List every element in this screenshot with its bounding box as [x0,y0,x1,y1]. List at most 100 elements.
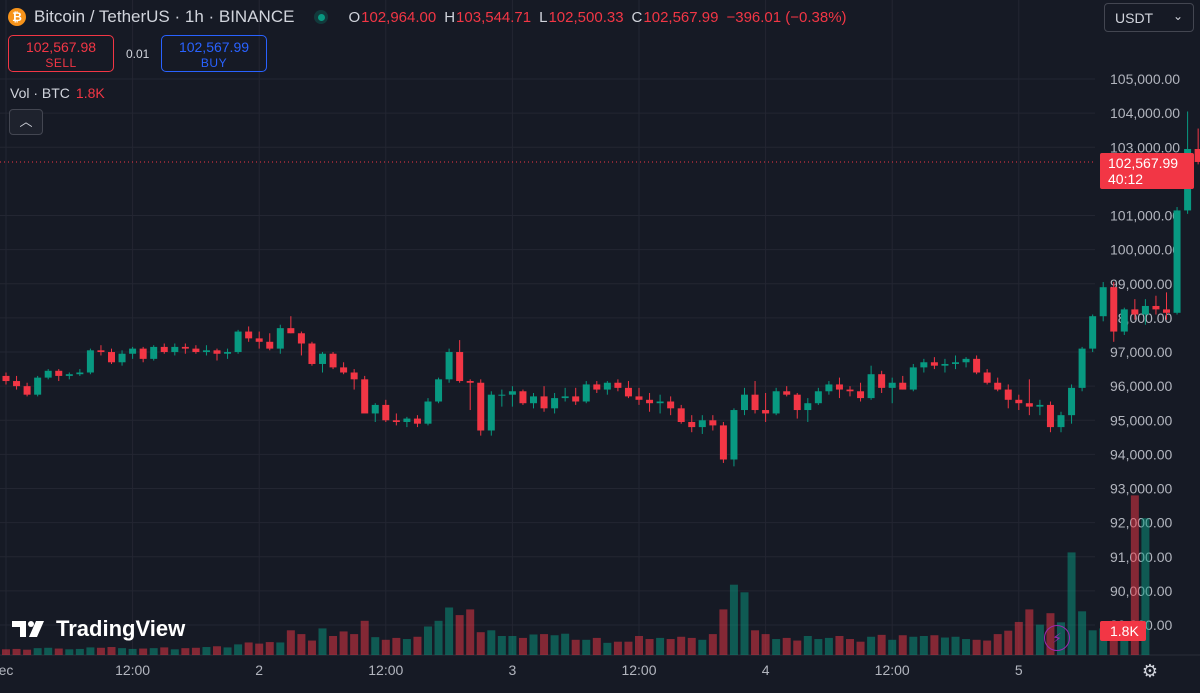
volume-bar [128,648,137,655]
settings-gear-icon[interactable]: ⚙ [1141,661,1159,681]
volume-bar [307,640,316,655]
volume-axis-label: 1.8K [1110,623,1139,639]
candle-body [572,396,580,402]
volume-legend-label: Vol · BTC [10,85,70,101]
candle-body [920,362,928,368]
candle-body [751,394,759,411]
lightning-icon[interactable]: ⚡ [1044,625,1070,651]
volume-bar [571,639,580,655]
buy-label: BUY [200,56,228,70]
low-value: 102,500.33 [548,8,624,26]
volume-bar [392,637,401,655]
y-tick-label: 90,000.00 [1110,583,1172,599]
candle-body [656,401,664,404]
currency-selector[interactable]: USDT ⌄ [1104,3,1194,32]
volume-bar [919,636,928,655]
candle-body [888,382,896,388]
tradingview-logo[interactable]: TradingView [12,616,185,642]
volume-bar [339,631,348,655]
volume-bar [740,592,749,655]
volume-bar [983,640,992,655]
volume-bar [65,649,74,655]
volume-bar [33,648,42,655]
volume-bar [350,634,359,655]
volume-bar [540,634,549,655]
open-value: 102,964.00 [361,8,437,26]
volume-bar [424,626,432,655]
candle-body [741,394,748,411]
candle-body [23,386,31,395]
bitcoin-coin-icon: ₿ [8,8,26,26]
candle-body [635,396,643,400]
volume-bar [466,609,475,655]
currency-value: USDT [1115,10,1154,26]
candle-body [245,331,253,339]
candle-body [403,418,411,422]
chevron-up-icon: ︿ [19,114,33,129]
candle-body [392,420,400,422]
volume-bar [1109,631,1118,655]
candle-body [867,374,875,399]
volume-bar [613,641,622,655]
volume-bar [1067,552,1076,655]
x-tick-label: 2 [255,662,263,678]
candle-body [825,384,833,392]
candle-body [1046,404,1054,428]
candle-body [835,384,843,390]
candle-body [350,372,358,380]
candle-body [129,348,137,354]
bar-countdown: 40:12 [1108,171,1143,187]
ohlc-legend: O102,964.00 H103,544.71 L102,500.33 C102… [348,9,846,26]
candle-body [1057,415,1065,428]
candle-body [783,391,791,395]
candle-body [266,341,274,349]
volume-bar [202,647,211,655]
volume-bar [265,642,274,655]
y-tick-label: 94,000.00 [1110,446,1172,462]
volume-bar [603,642,612,655]
candle-body [551,398,559,409]
buy-button[interactable]: 102,567.99 BUY [161,35,267,72]
volume-bar [888,639,897,655]
volume-bar [772,639,781,655]
candle-body [962,358,970,363]
candle-body [202,350,210,353]
volume-bar [708,634,717,655]
candle-body [13,381,21,387]
candle-body [55,370,63,376]
volume-axis-label-bg [1100,621,1146,641]
candle-body [213,350,221,354]
volume-bar [550,635,559,655]
volume-bar [1035,624,1044,655]
sell-button[interactable]: 102,567.98 SELL [8,35,114,72]
symbol-title[interactable]: Bitcoin / TetherUS · 1h · BINANCE [34,7,295,26]
candle-body [361,379,369,414]
volume-bar [846,639,854,655]
volume-bar [96,647,105,655]
x-tick-label: ec [0,662,13,678]
volume-bar [940,637,949,655]
candle-body [698,420,706,428]
candle-body [561,396,569,399]
candle-body [994,382,1002,390]
volume-bar [687,637,696,655]
candle-body [44,370,52,378]
candle-body [65,374,73,376]
candle-body [624,387,632,397]
volume-bar [1088,630,1097,655]
high-value: 103,544.71 [456,8,532,26]
volume-bar [181,648,190,655]
collapse-legend-button[interactable]: ︿ [9,109,43,135]
volume-bar [445,607,454,655]
candle-body [108,352,115,363]
volume-bar [107,647,116,655]
candle-body [445,352,453,380]
volume-bar [160,647,169,655]
close-value: 102,567.99 [643,8,719,26]
candle-body [603,382,611,390]
candle-body [276,328,284,349]
candle-body [1120,309,1128,332]
volume-bar [234,644,243,655]
candle-body [530,396,537,404]
